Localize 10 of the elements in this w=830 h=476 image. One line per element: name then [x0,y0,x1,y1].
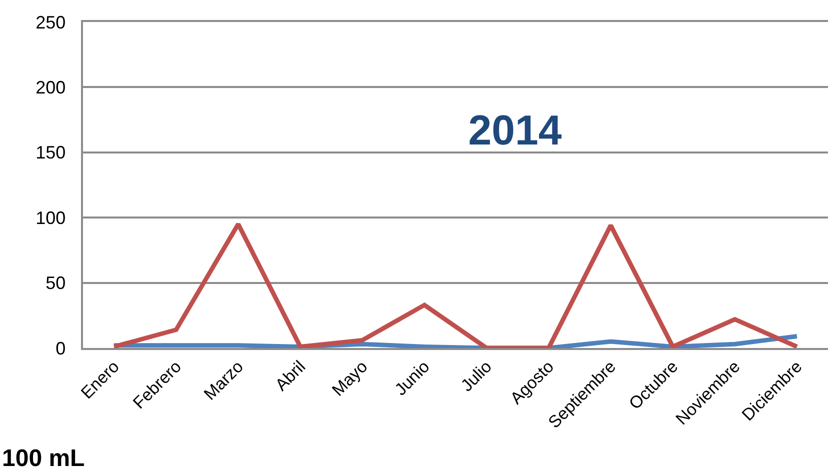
text: 2014 [468,106,562,154]
y-tick-label: 100 [36,208,66,228]
y-tick-label: 250 [36,12,66,32]
y-tick-label: 0 [56,338,66,358]
y-tick-label: 150 [36,142,66,163]
y-tick-label: 200 [36,78,66,98]
x-tick-label: Julio [457,357,496,396]
text: 100 mL [2,445,85,472]
line-series [112,222,800,348]
y-tick-label: 50 [46,273,66,294]
